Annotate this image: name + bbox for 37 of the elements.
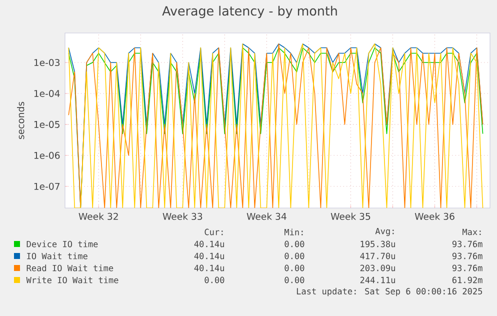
x-tick-label: Week 33 <box>162 212 202 220</box>
x-tick-label: Week 35 <box>330 212 370 220</box>
text: 244.11u <box>360 276 395 284</box>
text: 0.00 <box>284 240 304 248</box>
legend-label: Read IO Wait time <box>26 264 114 272</box>
text: 40.14u <box>194 252 224 260</box>
text: 61.92m <box>452 276 482 284</box>
y-tick-label: 1e-05 <box>34 120 60 128</box>
text: 0.00 <box>284 276 304 284</box>
text: 203.09u <box>360 264 395 272</box>
chart-title: Average latency - by month <box>162 6 337 18</box>
x-tick-label: Week 32 <box>78 212 118 220</box>
text: 0.00 <box>284 252 304 260</box>
text: 93.76m <box>452 252 482 260</box>
text: 195.38u <box>360 240 395 248</box>
text: 40.14u <box>194 264 224 272</box>
y-tick-label: 1e-06 <box>34 152 60 159</box>
x-tick-label: Week 34 <box>246 212 286 220</box>
text: 0.00 <box>204 276 224 284</box>
text: 417.70u <box>360 252 395 260</box>
text: Avg: <box>375 228 394 236</box>
text: 0.00 <box>284 264 304 272</box>
y-tick-label: 1e-04 <box>34 90 60 98</box>
text: Last update: Sat Sep 6 00:00:16 2025 <box>296 288 482 296</box>
text: 93.76m <box>452 264 482 272</box>
text: 93.76m <box>452 240 482 248</box>
y-tick-label: 1e-07 <box>34 182 60 190</box>
legend-label: Write IO Wait time <box>26 276 118 284</box>
text: 40.14u <box>194 240 224 248</box>
x-tick-label: Week 36 <box>414 212 454 220</box>
text: Min: <box>284 228 303 236</box>
text: Max: <box>462 228 481 236</box>
y-tick-label: 1e-03 <box>34 59 60 66</box>
legend-label: Device IO time <box>26 240 98 248</box>
text: Cur: <box>204 228 223 236</box>
legend-label: IO Wait time <box>27 252 88 260</box>
y-axis-title: seconds <box>16 102 24 140</box>
